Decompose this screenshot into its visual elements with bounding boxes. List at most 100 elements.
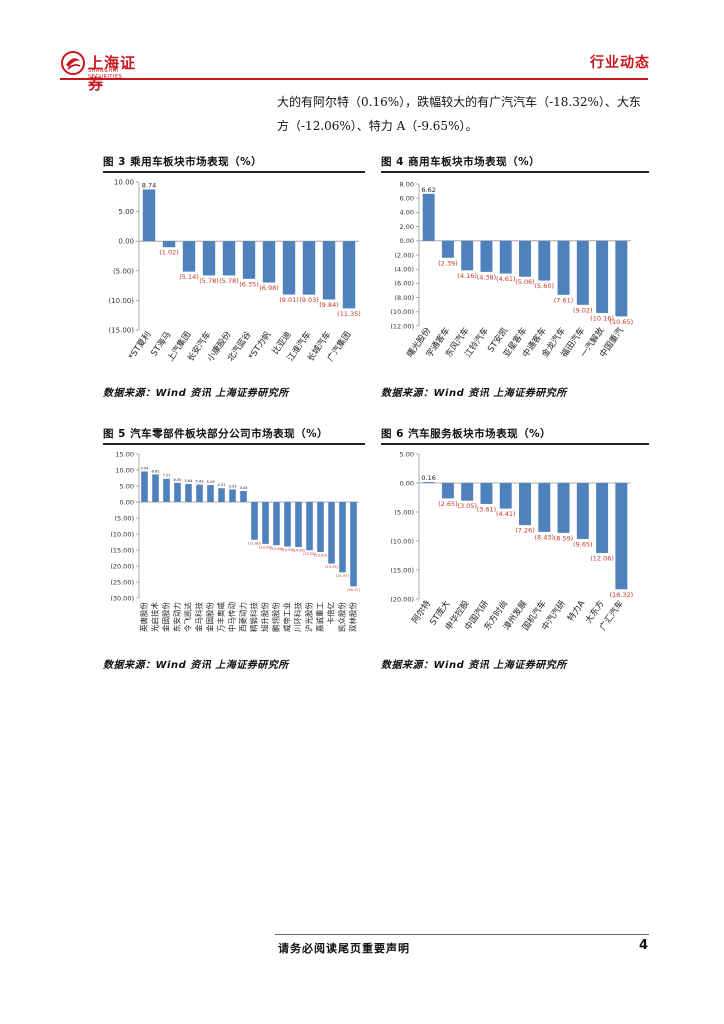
bar-chart-svg: 8.00 6.00 4.00 2.00 0.00 (2.00) (4.00) (6.00) (8… xyxy=(390,180,633,359)
data-label: 6.00 xyxy=(173,478,182,482)
bar xyxy=(163,478,170,502)
bar xyxy=(322,241,336,300)
y-tick-label: (20.00) xyxy=(110,562,134,570)
page-header: 上海证券 SHANGHAI SECURITIES 行业动态 xyxy=(60,48,650,93)
data-label: (8.43) xyxy=(534,533,554,541)
bar xyxy=(251,502,258,540)
figure-6-title: 图 6 汽车服务板块市场表现（%） xyxy=(381,428,552,440)
category-label: 金固股份 xyxy=(205,602,215,632)
y-tick-label: 10.00 xyxy=(114,178,134,186)
y-tick-label: (5.00) xyxy=(114,514,134,522)
data-label: 0.16 xyxy=(421,474,435,482)
y-tick-label: 6.00 xyxy=(400,194,414,202)
category-label: 沪光股份 xyxy=(304,602,314,632)
bar xyxy=(441,483,454,499)
bar xyxy=(182,241,196,272)
bar xyxy=(141,471,148,502)
data-label: (9.65) xyxy=(573,540,593,548)
data-label: (5.14) xyxy=(179,273,199,281)
category-label: 金马科技 xyxy=(194,602,204,632)
category-label: 双林股份 xyxy=(348,602,358,632)
bar xyxy=(576,240,589,305)
data-label: (13.49) xyxy=(270,547,284,551)
bar xyxy=(342,241,356,309)
data-label: 7.27 xyxy=(162,474,170,478)
y-tick-label: 0.00 xyxy=(118,238,134,246)
category-label: 金固股份 xyxy=(161,602,171,632)
bar xyxy=(222,241,236,276)
data-label: (9.02) xyxy=(573,306,593,314)
data-label: 5.29 xyxy=(206,480,215,484)
data-label: (6.98) xyxy=(259,284,279,292)
y-tick-label: (15.00) xyxy=(390,566,414,574)
bar xyxy=(461,240,474,271)
bar xyxy=(142,189,156,242)
figure-3-rule xyxy=(103,171,365,173)
bar xyxy=(350,502,357,587)
bar xyxy=(538,483,551,532)
bar xyxy=(480,483,493,504)
category-label: 卡倍亿 xyxy=(326,602,336,625)
category-label: 旭升股份 xyxy=(260,602,270,632)
y-tick-label: (5.00) xyxy=(394,508,414,516)
category-label: 鹏翎股份 xyxy=(271,602,281,632)
paragraph-line: 大的有阿尔特（0.16%），跌幅较大的有广汽汽车（-18.32%）、大东 xyxy=(277,95,641,109)
bar xyxy=(480,240,493,272)
y-tick-label: (20.00) xyxy=(390,595,414,603)
bar xyxy=(295,502,302,548)
bar xyxy=(339,502,346,573)
bar xyxy=(262,241,276,283)
data-label: (10.16) xyxy=(590,314,614,322)
bar xyxy=(461,483,474,501)
y-tick-label: (10.00) xyxy=(390,308,414,316)
category-label: 凯众股份 xyxy=(337,602,347,632)
data-label: (6.35) xyxy=(239,280,259,288)
data-label: (26.37) xyxy=(347,588,361,592)
data-label: (11.80) xyxy=(248,541,262,545)
data-label: (2.39) xyxy=(438,259,458,267)
data-label: (9.03) xyxy=(299,296,319,304)
bar xyxy=(284,502,291,547)
y-tick-label: 5.00 xyxy=(120,482,134,490)
data-label: (21.97) xyxy=(336,574,350,578)
data-label: 8.74 xyxy=(142,181,156,189)
paragraph-line: 方（-12.06%）、特力 A（-9.65%）。 xyxy=(277,119,478,133)
bar-chart-svg: 15.00 10.00 5.00 0.00 (5.00) (10.00) (15.00) (2… xyxy=(110,450,361,632)
bar xyxy=(229,489,236,502)
figure-6-chart: 5.00 0.00 (5.00) (10.00) (15.00) (20.00) 0.16 阿… xyxy=(381,444,649,649)
bar xyxy=(557,240,570,295)
bar xyxy=(202,241,216,276)
bar xyxy=(422,482,435,483)
data-label: (11.35) xyxy=(337,310,361,318)
y-tick-label: 8.00 xyxy=(400,180,414,188)
category-label: 中马传动 xyxy=(227,602,237,632)
y-tick-label: (4.00) xyxy=(394,265,414,273)
category-label: 精锻科技 xyxy=(249,602,259,632)
figure-4-rule xyxy=(381,171,649,173)
data-label: (15.08) xyxy=(303,552,317,556)
disclaimer-note: 请务必阅读尾页重要声明 xyxy=(278,942,410,955)
bar xyxy=(242,241,256,279)
category-label: 今飞凯达 xyxy=(183,602,193,632)
bar xyxy=(596,483,609,553)
figure-5-rule xyxy=(103,443,365,445)
page-number: 4 xyxy=(638,938,648,953)
bar xyxy=(218,488,225,502)
section-title: 行业动态 xyxy=(590,55,650,71)
figure-3-source: 数据来源：Wind 资讯 上海证券研究所 xyxy=(103,388,289,399)
data-label: (18.32) xyxy=(610,591,634,599)
bar xyxy=(328,502,335,564)
bar-chart-svg: 10.005.000.00(5.00)(10.00)(15.00)8.74*ST… xyxy=(108,178,361,363)
data-label: 3.93 xyxy=(228,484,236,488)
y-tick-label: 0.00 xyxy=(400,237,414,245)
data-label: (9.01) xyxy=(279,296,299,304)
data-label: (5.78) xyxy=(199,277,219,285)
category-label: 光启技术 xyxy=(150,602,160,632)
data-label: (12.06) xyxy=(590,554,614,562)
data-label: (19.25) xyxy=(325,565,339,569)
header-divider xyxy=(60,78,648,80)
data-label: (5.78) xyxy=(219,277,239,285)
y-tick-label: (8.00) xyxy=(394,294,414,302)
bar xyxy=(596,240,609,313)
data-label: (8.59) xyxy=(554,534,574,542)
